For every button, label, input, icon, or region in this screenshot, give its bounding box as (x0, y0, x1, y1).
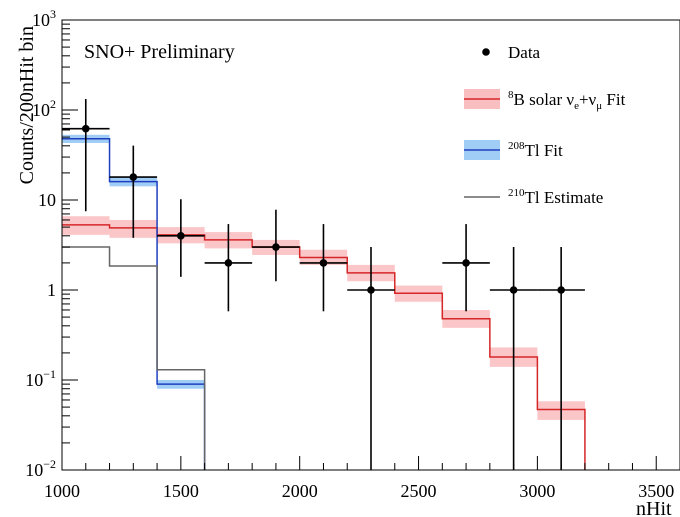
tick-labels: 1000 1500 2000 2500 3000 3500 10−2 10−1 1 10 102 10… (25, 7, 674, 501)
chart-title: SNO+ Preliminary (84, 41, 235, 63)
legend-label-b8: 8B solar νe+νμ Fit (508, 89, 626, 112)
data-point (129, 173, 138, 181)
x-tick-label: 1000 (44, 481, 80, 501)
y-tick-label: 102 (32, 97, 56, 120)
legend-label-tl210: 210Tl Estimate (508, 187, 603, 207)
x-tick-label: 3500 (638, 481, 674, 501)
tl210-histogram-line (62, 246, 206, 470)
x-tick-label: 2000 (282, 481, 318, 501)
y-tick-label: 10 (38, 190, 56, 210)
data-point (177, 232, 185, 240)
data-point (462, 259, 470, 267)
x-axis-label: nHit (636, 498, 672, 517)
y-tick-label: 103 (32, 7, 56, 30)
legend-data-marker (482, 48, 490, 56)
data-point (272, 243, 280, 251)
data-point (509, 286, 518, 294)
data-point (367, 286, 375, 294)
legend-entry-tl208: 208Tl Fit (464, 140, 563, 160)
legend-entry-data: Data (482, 43, 541, 62)
y-tick-label: 10−1 (25, 367, 56, 390)
fit-histograms (62, 137, 586, 470)
data-points (62, 99, 585, 470)
legend-entry-tl210: 210Tl Estimate (464, 187, 603, 207)
y-axis-label: Counts/200nHit bin (16, 26, 38, 184)
tick-marks (61, 19, 657, 471)
data-point (81, 124, 90, 133)
x-tick-label: 3000 (519, 481, 555, 501)
x-tick-label: 2500 (401, 481, 437, 501)
data-point (319, 259, 328, 267)
legend-label-data: Data (508, 43, 541, 62)
legend-label-tl208: 208Tl Fit (508, 140, 563, 160)
legend: Data 8B solar νe+νμ Fit 208Tl Fit 210Tl … (464, 43, 626, 207)
data-point (224, 259, 233, 267)
y-tick-label: 10−2 (25, 457, 56, 480)
y-tick-label: 1 (47, 280, 56, 300)
legend-entry-b8: 8B solar νe+νμ Fit (464, 89, 626, 112)
data-point (557, 286, 565, 294)
x-tick-label: 1500 (163, 481, 199, 501)
